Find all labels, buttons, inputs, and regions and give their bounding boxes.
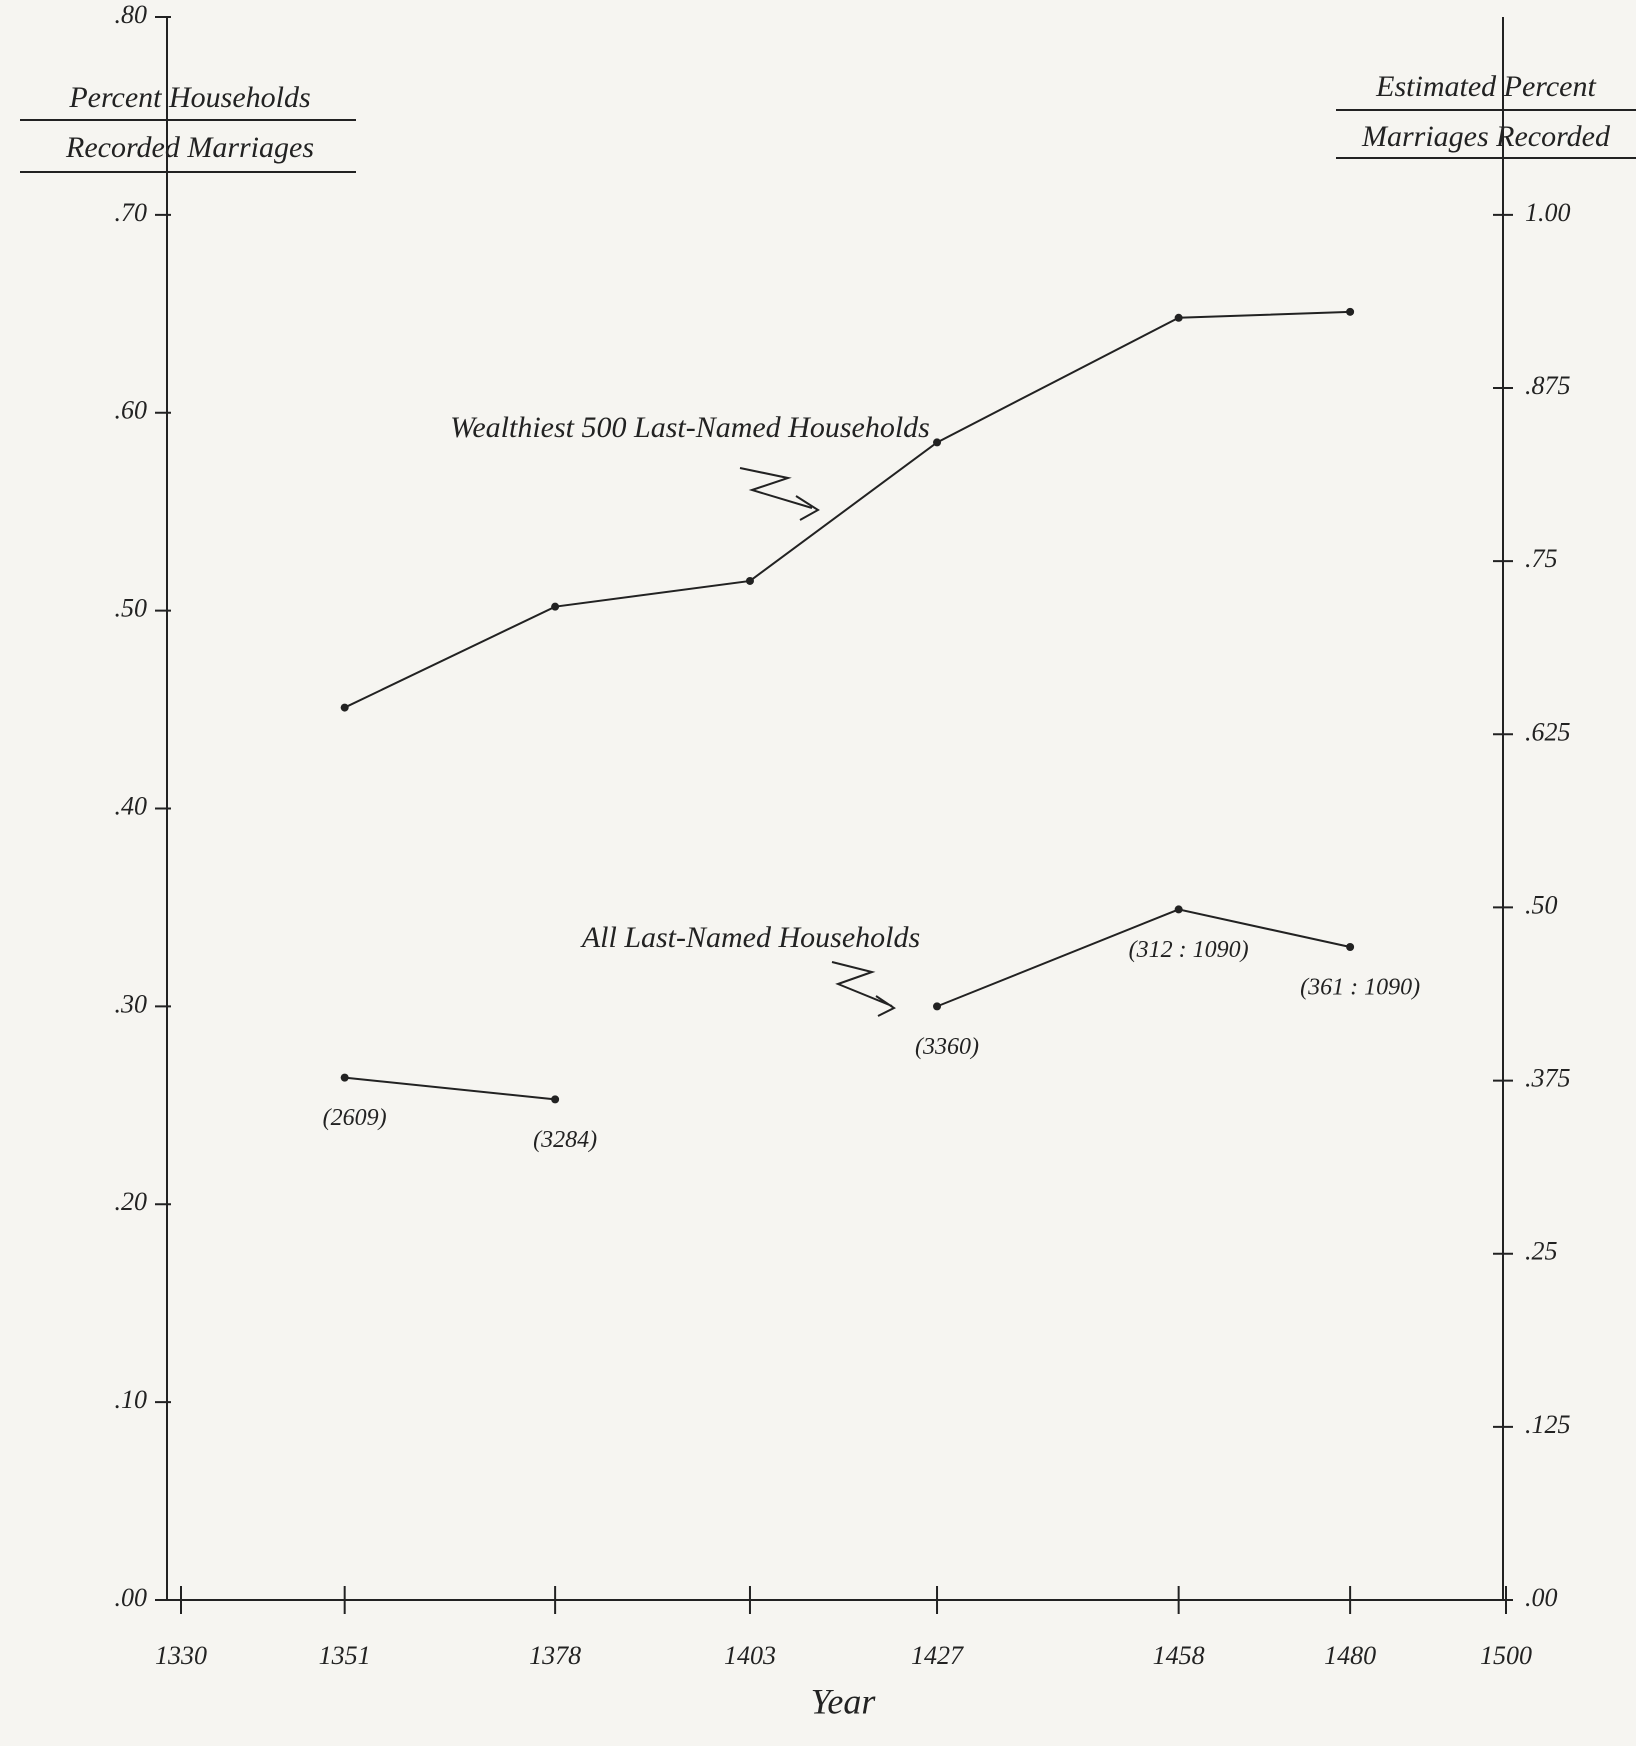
y-label-top: Percent Households [68, 81, 310, 114]
point-label: (361 : 1090) [1300, 975, 1420, 1001]
x-tick-label: 1458 [1153, 1641, 1205, 1670]
y2-tick-label: .625 [1525, 717, 1571, 746]
y-tick-label: .10 [115, 1385, 148, 1414]
y-tick-label: .50 [115, 594, 148, 623]
point-label: (2609) [323, 1105, 387, 1131]
y-tick-label: .60 [115, 396, 148, 425]
point [340, 1073, 349, 1082]
point [1346, 943, 1355, 952]
y2-tick-label: .50 [1525, 890, 1558, 919]
y-label-bottom: Recorded Marriages [65, 131, 314, 164]
y2-tick-label: .875 [1525, 371, 1571, 400]
y2-label-top: Estimated Percent [1375, 70, 1596, 103]
x-tick-label: 1378 [529, 1641, 581, 1670]
point [1174, 905, 1183, 914]
y2-tick-label: 1.00 [1525, 198, 1571, 227]
y2-tick-label: .125 [1525, 1410, 1571, 1439]
point [1174, 313, 1183, 322]
y-tick-label: .80 [115, 0, 148, 29]
point [1346, 307, 1355, 316]
arrow [739, 467, 820, 521]
series-label: Wealthiest 500 Last-Named Households [450, 411, 930, 444]
y-tick-label: .40 [115, 791, 148, 820]
y2-tick-label: .00 [1525, 1583, 1558, 1612]
x-tick-label: 1480 [1324, 1641, 1376, 1670]
point [551, 1095, 560, 1104]
y2-tick-label: .375 [1525, 1064, 1571, 1093]
point [745, 576, 754, 585]
x-tick-label: 1330 [155, 1641, 207, 1670]
point-label: (3360) [915, 1034, 979, 1060]
y-tick-label: .00 [115, 1583, 148, 1612]
point [340, 703, 349, 712]
point [551, 602, 560, 611]
y-tick-label: .20 [115, 1187, 148, 1216]
arrow [831, 961, 896, 1017]
point [933, 438, 942, 447]
point-label: (3284) [533, 1127, 597, 1153]
y-tick-label: .30 [115, 989, 148, 1018]
point [933, 1002, 942, 1011]
series-label: All Last-Named Households [580, 921, 920, 954]
x-tick-label: 1351 [319, 1641, 371, 1670]
point-label: (312 : 1090) [1129, 937, 1249, 963]
y2-tick-label: .75 [1525, 544, 1558, 573]
x-tick-label: 1427 [911, 1641, 964, 1670]
x-tick-label: 1500 [1480, 1641, 1532, 1670]
y-tick-label: .70 [115, 198, 148, 227]
x-tick-label: 1403 [724, 1641, 776, 1670]
y2-label-bottom: Marriages Recorded [1361, 120, 1611, 153]
y2-tick-label: .25 [1525, 1237, 1558, 1266]
series-line [344, 310, 1351, 709]
x-label: Year [811, 1681, 877, 1721]
